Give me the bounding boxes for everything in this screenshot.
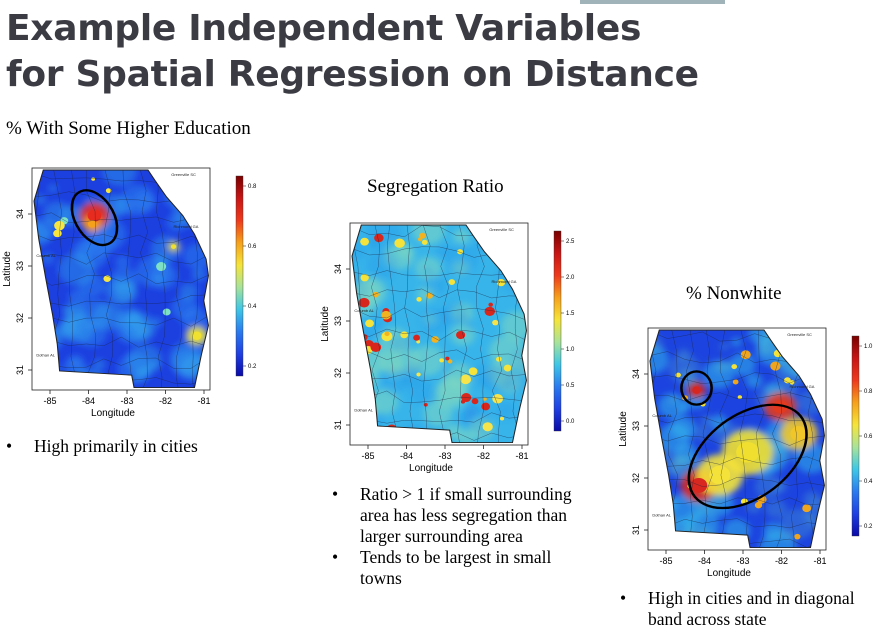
city-label: Dothan AL bbox=[354, 407, 373, 412]
colorbar-tick-label: 1.0 bbox=[864, 344, 873, 350]
map-nonwhite: Greenville SC Richmond GA Columb AL Dothan … bbox=[616, 318, 884, 580]
city-label: Greenville SC bbox=[171, 172, 196, 177]
y-axis-label: Latitude bbox=[2, 251, 13, 287]
map-higher-education: Greenville SC Richmond GA Columb AL Dothan … bbox=[0, 158, 270, 425]
y-tick-label: 31 bbox=[15, 365, 25, 375]
city-label: Greenville SC bbox=[787, 332, 812, 337]
colorbar-tick-label: 0.5 bbox=[566, 383, 575, 389]
y-tick-label: 34 bbox=[631, 369, 641, 379]
title-line-1: Example Independent Variables bbox=[6, 8, 642, 49]
bullet-item: High in cities and in diagonal band acro… bbox=[620, 588, 888, 630]
colorbar bbox=[235, 175, 244, 377]
city-label: Dothan AL bbox=[36, 352, 55, 357]
x-tick-label: -83 bbox=[120, 396, 133, 406]
bullet-item: Ratio > 1 if small surrounding area has … bbox=[332, 484, 590, 547]
x-tick-label: -82 bbox=[159, 396, 172, 406]
x-tick-label: -85 bbox=[659, 556, 672, 566]
map-segregation-ratio: Greenville SC Richmond GA Columb AL Dothan … bbox=[318, 213, 580, 477]
colorbar-tick-label: 0.4 bbox=[248, 304, 257, 310]
colorbar-tick-label: 2.5 bbox=[566, 239, 575, 245]
bullet-item: Tends to be largest in small towns bbox=[332, 547, 590, 589]
map-2-caption: Segregation Ratio bbox=[367, 176, 504, 197]
colorbar-tick-label: 0.8 bbox=[248, 184, 257, 190]
x-tick-label: -83 bbox=[736, 556, 749, 566]
map-3-caption: % Nonwhite bbox=[686, 283, 782, 304]
colorbar-tick-label: 1.0 bbox=[566, 347, 575, 353]
y-tick-label: 32 bbox=[15, 313, 25, 323]
bullet-item: High primarily in cities bbox=[6, 436, 256, 457]
x-tick-label: -84 bbox=[698, 556, 711, 566]
highlight-ellipse bbox=[687, 403, 808, 510]
city-label: Greenville SC bbox=[489, 227, 514, 232]
colorbar bbox=[851, 335, 860, 537]
x-axis-label: Longitude bbox=[91, 408, 135, 419]
x-tick-label: -81 bbox=[813, 556, 826, 566]
x-tick-label: -82 bbox=[477, 451, 490, 461]
city-label: Columb AL bbox=[36, 253, 56, 258]
y-axis-label: Latitude bbox=[320, 306, 331, 342]
y-tick-label: 32 bbox=[333, 368, 343, 378]
x-axis-label: Longitude bbox=[409, 463, 453, 474]
map-svg: Greenville SC Richmond GA Columb AL Dothan … bbox=[618, 327, 873, 579]
colorbar-tick-label: 0.6 bbox=[864, 434, 873, 440]
x-tick-label: -85 bbox=[43, 396, 56, 406]
x-tick-label: -81 bbox=[515, 451, 528, 461]
y-tick-label: 34 bbox=[333, 264, 343, 274]
colorbar bbox=[553, 230, 562, 432]
slide-title: Example Independent Variables for Spatia… bbox=[6, 6, 699, 98]
city-label: Richmond GA bbox=[174, 224, 199, 229]
title-line-2: for Spatial Regression on Distance bbox=[6, 54, 699, 95]
map-1-caption: % With Some Higher Education bbox=[6, 118, 251, 139]
city-label: Columb AL bbox=[354, 308, 374, 313]
y-tick-label: 34 bbox=[15, 209, 25, 219]
y-tick-label: 33 bbox=[15, 261, 25, 271]
colorbar-tick-label: 0.6 bbox=[248, 244, 257, 250]
x-axis-label: Longitude bbox=[707, 568, 751, 579]
map-1-bullets: High primarily in cities bbox=[6, 436, 256, 457]
colorbar-tick-label: 1.5 bbox=[566, 311, 575, 317]
colorbar-tick-label: 2.0 bbox=[566, 275, 575, 281]
city-label: Richmond GA bbox=[492, 279, 517, 284]
city-label: Dothan AL bbox=[652, 512, 671, 517]
highlight-ellipse bbox=[680, 370, 713, 406]
map-svg: Greenville SC Richmond GA Columb AL Dothan … bbox=[2, 167, 257, 419]
y-tick-label: 31 bbox=[333, 420, 343, 430]
y-tick-label: 33 bbox=[631, 421, 641, 431]
colorbar-tick-label: 0.2 bbox=[864, 524, 873, 530]
y-axis-label: Latitude bbox=[618, 411, 629, 447]
highlight-ellipse bbox=[70, 189, 119, 247]
city-label: Richmond GA bbox=[790, 384, 815, 389]
y-tick-label: 31 bbox=[631, 525, 641, 535]
x-tick-label: -84 bbox=[400, 451, 413, 461]
x-tick-label: -82 bbox=[775, 556, 788, 566]
y-tick-label: 33 bbox=[333, 316, 343, 326]
colorbar-tick-label: 0.8 bbox=[864, 389, 873, 395]
top-accent-bar bbox=[580, 0, 725, 4]
colorbar-tick-label: 0.2 bbox=[248, 364, 257, 370]
map-3-bullets: High in cities and in diagonal band acro… bbox=[620, 588, 888, 630]
colorbar-tick-label: 0.4 bbox=[864, 479, 873, 485]
map-2-bullets: Ratio > 1 if small surrounding area has … bbox=[332, 484, 590, 589]
x-tick-label: -83 bbox=[438, 451, 451, 461]
x-tick-label: -85 bbox=[361, 451, 374, 461]
y-tick-label: 32 bbox=[631, 473, 641, 483]
x-tick-label: -81 bbox=[197, 396, 210, 406]
city-label: Columb AL bbox=[652, 413, 672, 418]
x-tick-label: -84 bbox=[82, 396, 95, 406]
map-svg: Greenville SC Richmond GA Columb AL Dothan … bbox=[320, 222, 575, 474]
colorbar-tick-label: 0.0 bbox=[566, 419, 575, 425]
